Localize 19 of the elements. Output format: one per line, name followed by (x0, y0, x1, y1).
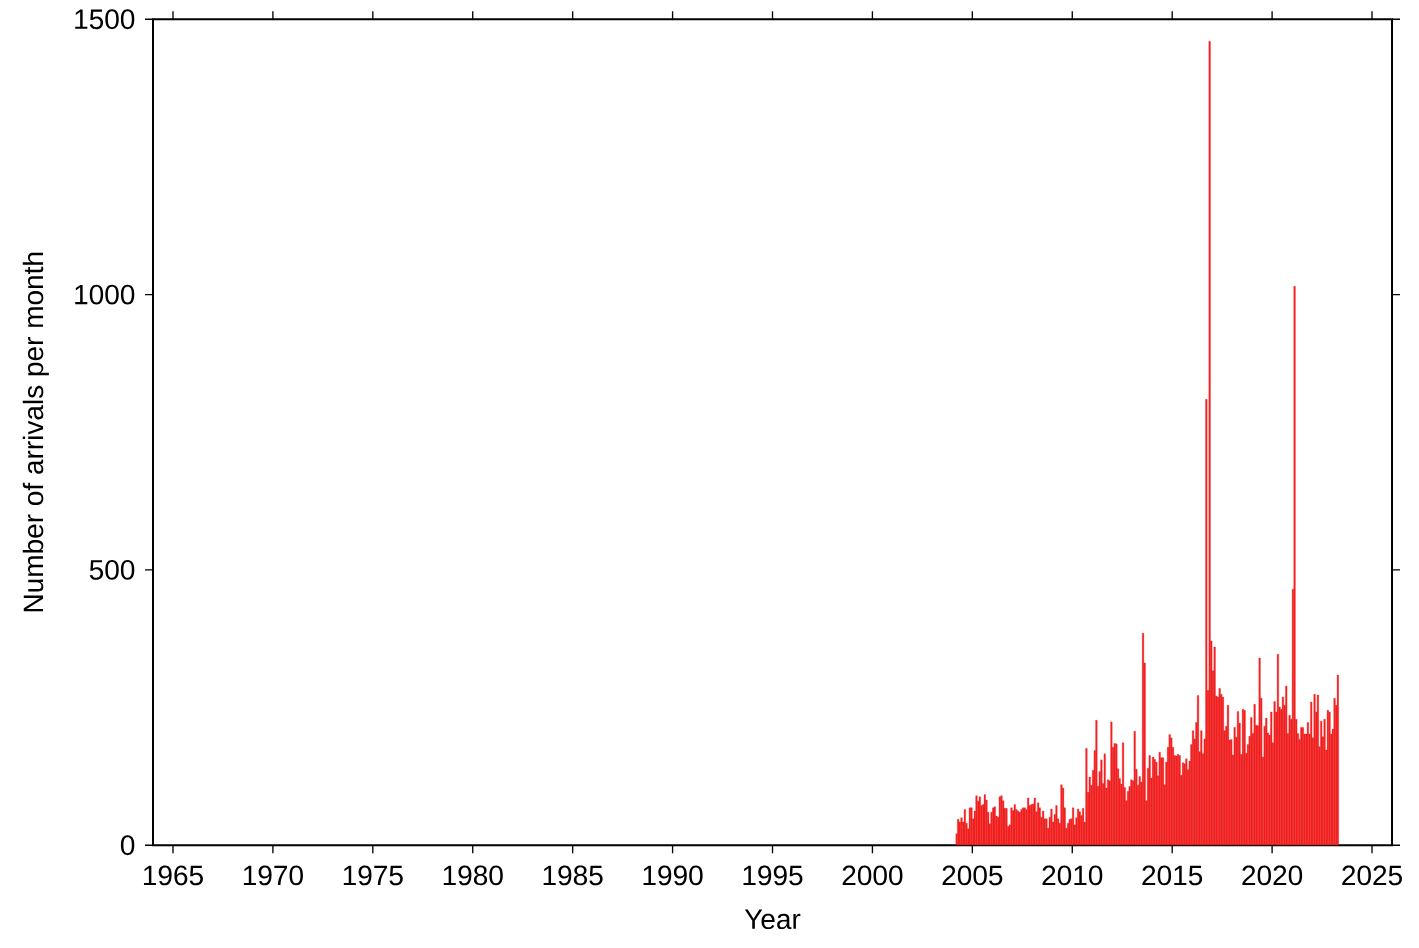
x-tick-label: 1985 (543, 865, 603, 886)
x-tick-label: 1990 (643, 865, 703, 886)
x-tick-label: 2020 (1242, 865, 1303, 886)
y-tick-label: 500 (89, 559, 135, 580)
y-axis-title: Number of arrivals per month (22, 252, 49, 612)
y-tick-label: 1000 (75, 284, 135, 305)
x-tick-label: 1970 (243, 865, 303, 886)
x-tick-label: 1975 (343, 865, 403, 886)
x-tick-label: 1995 (743, 865, 803, 886)
x-tick-label: 2010 (1042, 865, 1103, 886)
y-tick-label: 1500 (75, 9, 135, 30)
x-tick-label: 1965 (143, 865, 203, 886)
y-tick-label: 0 (120, 835, 135, 856)
x-tick-label: 1980 (443, 865, 503, 886)
x-tick-label: 2005 (942, 865, 1003, 886)
x-tick-label: 2015 (1142, 865, 1203, 886)
x-axis-title: Year (744, 909, 801, 930)
x-tick-label: 2000 (842, 865, 903, 886)
x-tick-label: 2025 (1342, 865, 1402, 886)
